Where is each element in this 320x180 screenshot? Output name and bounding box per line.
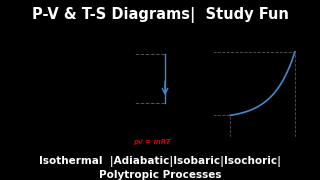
Text: P-V & T-S Diagrams|  Study Fun: P-V & T-S Diagrams| Study Fun [32,7,288,23]
Text: S: S [309,141,315,150]
Text: T: T [204,42,209,51]
Text: 2: 2 [167,106,172,115]
Text: Non-Flow Reversible Processes: Non-Flow Reversible Processes [0,138,146,147]
Text: Isothermal  |Adiabatic|Isobaric|Isochoric|: Isothermal |Adiabatic|Isobaric|Isochoric… [39,156,281,167]
Text: 2: 2 [223,105,228,114]
Text: P: P [126,42,131,51]
Text: P ∝ T: P ∝ T [144,146,160,151]
Text: Clear all concepts: Clear all concepts [7,32,113,106]
Text: P↑ T↑  Q↑ S↑: P↑ T↑ Q↑ S↑ [239,140,285,145]
Text: 1: 1 [167,43,172,52]
Text: 1: 1 [297,40,302,49]
Text: v: v [194,141,198,150]
Text: pv̇ = mRT: pv̇ = mRT [133,139,171,145]
Text: Polytropic Processes: Polytropic Processes [99,170,221,180]
Text: Constant Volume  process(Isochoric Process):: Constant Volume process(Isochoric Proces… [116,36,274,42]
